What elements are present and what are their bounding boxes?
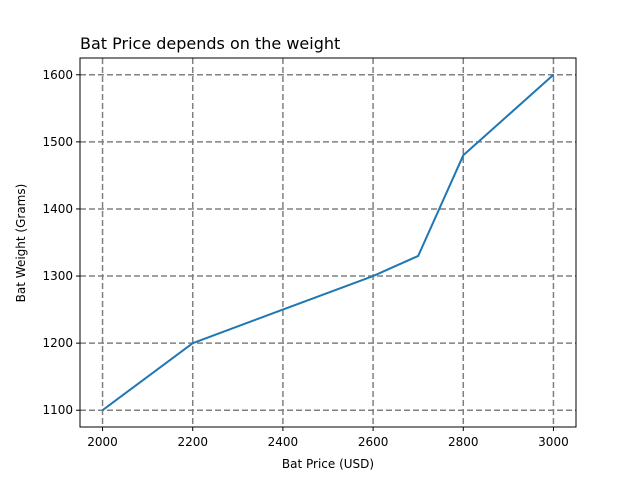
x-axis-label: Bat Price (USD) <box>282 457 374 471</box>
y-tick-label: 1500 <box>42 135 73 149</box>
y-axis-ticks: 1100 1200 1300 1400 1500 1600 <box>42 68 80 417</box>
x-tick-label: 2000 <box>87 435 118 449</box>
y-tick-label: 1100 <box>42 403 73 417</box>
plot-frame <box>79 57 577 428</box>
x-tick-label: 2800 <box>448 435 479 449</box>
y-tick-label: 1400 <box>42 202 73 216</box>
y-tick-label: 1300 <box>42 269 73 283</box>
x-axis-ticks: 2000 2200 2400 2600 2800 3000 <box>87 427 569 449</box>
x-tick-label: 2200 <box>177 435 208 449</box>
grid-lines <box>80 58 576 427</box>
y-axis-label: Bat Weight (Grams) <box>14 184 28 303</box>
x-tick-label: 3000 <box>538 435 569 449</box>
x-tick-label: 2400 <box>268 435 299 449</box>
y-tick-label: 1600 <box>42 68 73 82</box>
x-tick-label: 2600 <box>358 435 389 449</box>
data-line <box>101 74 555 412</box>
chart-title: Bat Price depends on the weight <box>80 34 340 53</box>
y-tick-label: 1200 <box>42 336 73 350</box>
